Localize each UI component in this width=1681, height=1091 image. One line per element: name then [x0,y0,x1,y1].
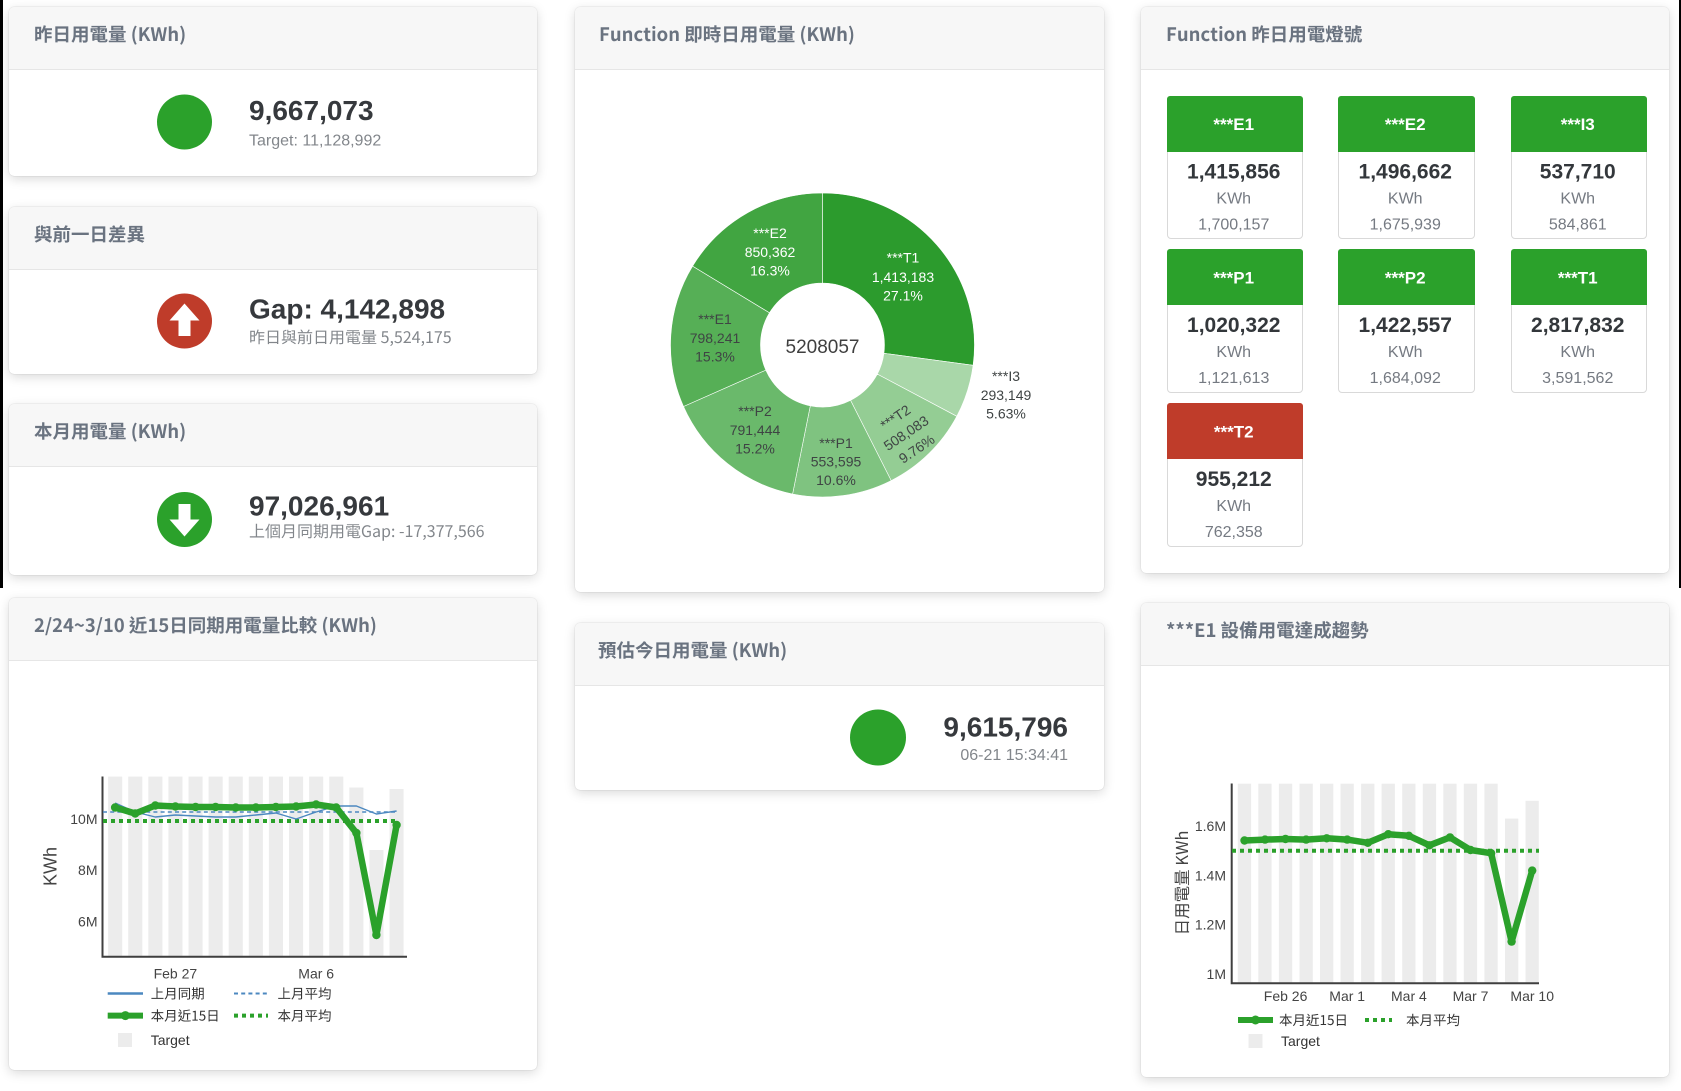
svg-text:850,362: 850,362 [745,244,796,260]
svg-text:584,861: 584,861 [1549,217,1607,234]
svg-text:***I3: ***I3 [992,368,1020,384]
svg-text:1.2M: 1.2M [1195,917,1226,933]
svg-text:537,710: 537,710 [1540,161,1616,184]
svg-text:***E2: ***E2 [1385,115,1426,134]
svg-text:Gap: 4,142,898: Gap: 4,142,898 [249,294,445,325]
svg-text:1M: 1M [1207,966,1226,982]
svg-text:***I3: ***I3 [1561,115,1595,134]
svg-text:15.3%: 15.3% [695,349,735,365]
svg-text:1,700,157: 1,700,157 [1198,217,1269,234]
svg-text:1,675,939: 1,675,939 [1370,217,1441,234]
svg-text:Target: 11,128,992: Target: 11,128,992 [249,133,381,150]
svg-text:Mar 7: Mar 7 [1453,988,1489,1004]
svg-text:***P1: ***P1 [1213,269,1254,288]
svg-text:***E1: ***E1 [1213,115,1254,134]
svg-text:KWh: KWh [1216,498,1251,515]
svg-text:798,241: 798,241 [690,330,741,346]
svg-text:Mar 1: Mar 1 [1329,988,1365,1004]
svg-text:KWh: KWh [1216,344,1251,361]
svg-text:Mar 4: Mar 4 [1391,988,1427,1004]
svg-text:1,413,183: 1,413,183 [872,269,934,285]
svg-text:KWh: KWh [1560,344,1595,361]
svg-text:***T2: ***T2 [1214,423,1254,442]
svg-text:Feb 26: Feb 26 [1264,988,1308,1004]
svg-text:293,149: 293,149 [981,387,1032,403]
svg-text:8M: 8M [78,862,97,878]
svg-text:1.4M: 1.4M [1195,867,1226,883]
svg-text:Mar 6: Mar 6 [298,966,334,982]
svg-text:KWh: KWh [1388,344,1423,361]
svg-text:Mar 10: Mar 10 [1510,988,1554,1004]
svg-text:553,595: 553,595 [811,454,862,470]
svg-text:KWh: KWh [1388,191,1423,208]
svg-text:1,415,856: 1,415,856 [1187,161,1280,184]
svg-text:Target: Target [151,1032,190,1048]
svg-text:1,020,322: 1,020,322 [1187,314,1280,337]
svg-text:KWh: KWh [1216,191,1251,208]
svg-text:***T1: ***T1 [887,250,920,266]
svg-text:15.2%: 15.2% [735,441,775,457]
svg-text:***P2: ***P2 [738,403,772,419]
svg-text:Feb 27: Feb 27 [154,966,198,982]
svg-text:1,121,613: 1,121,613 [1198,370,1269,387]
svg-text:5208057: 5208057 [786,337,860,358]
svg-text:***T1: ***T1 [1558,269,1598,288]
svg-text:1,684,092: 1,684,092 [1370,370,1441,387]
svg-text:955,212: 955,212 [1196,468,1272,491]
svg-text:9,667,073: 9,667,073 [249,95,374,126]
svg-text:10M: 10M [70,811,97,827]
svg-text:16.3%: 16.3% [750,263,790,279]
svg-text:791,444: 791,444 [730,422,781,438]
svg-text:1.6M: 1.6M [1195,818,1226,834]
svg-text:762,358: 762,358 [1205,524,1263,541]
svg-text:10.6%: 10.6% [816,472,856,488]
svg-text:5.63%: 5.63% [986,406,1026,422]
svg-text:9,615,796: 9,615,796 [943,712,1068,743]
svg-text:***E2: ***E2 [753,225,787,241]
svg-text:Target: Target [1281,1033,1320,1049]
svg-text:6M: 6M [78,913,97,929]
svg-text:27.1%: 27.1% [883,288,923,304]
svg-text:***P1: ***P1 [819,435,853,451]
svg-text:1,422,557: 1,422,557 [1359,314,1452,337]
svg-text:06-21 15:34:41: 06-21 15:34:41 [960,747,1068,764]
svg-text:KWh: KWh [1560,191,1595,208]
svg-text:97,026,961: 97,026,961 [249,491,389,522]
svg-text:3,591,562: 3,591,562 [1542,370,1613,387]
svg-text:***E1: ***E1 [698,311,732,327]
svg-text:2,817,832: 2,817,832 [1531,314,1624,337]
svg-text:KWh: KWh [41,847,61,886]
svg-text:1,496,662: 1,496,662 [1359,161,1452,184]
svg-text:***P2: ***P2 [1385,269,1426,288]
